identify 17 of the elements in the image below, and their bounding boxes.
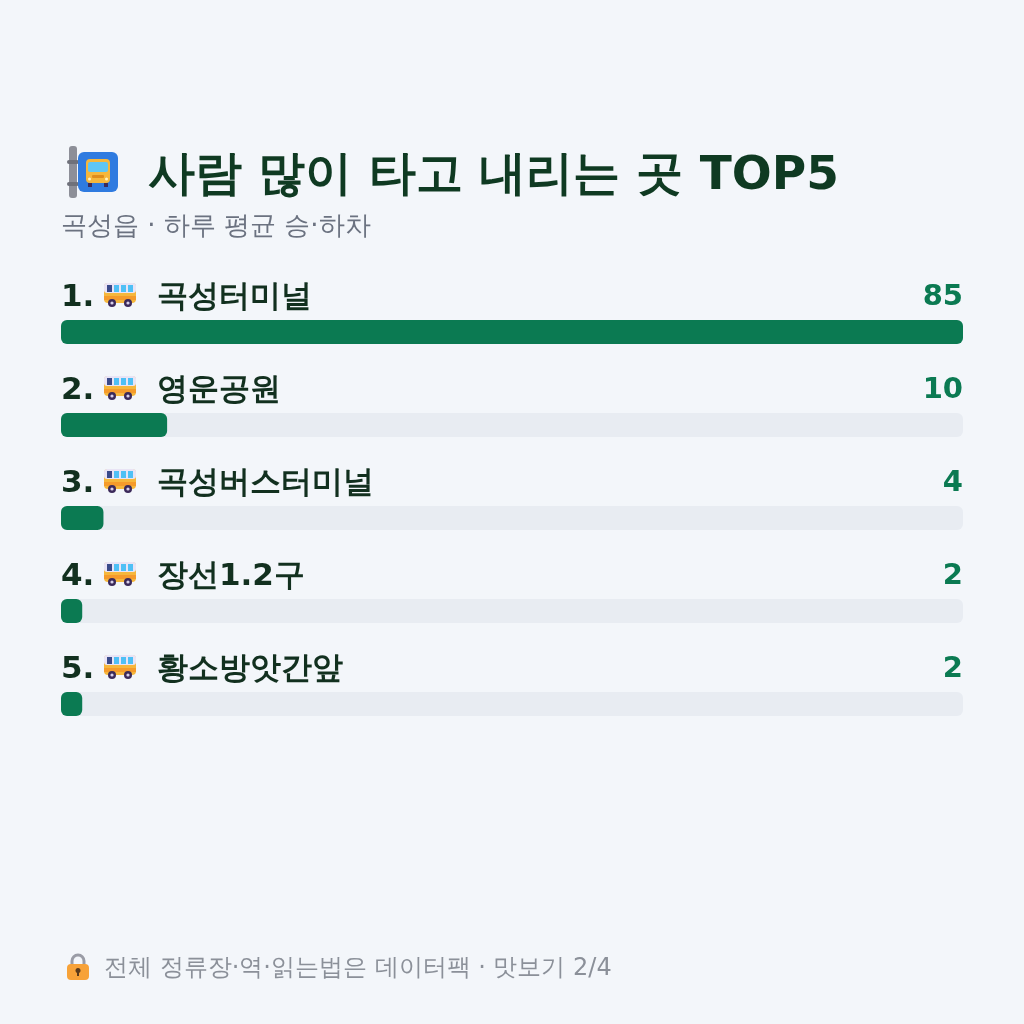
data-label: 2 (942, 557, 963, 592)
category-label: 2. 영운공원 (61, 369, 281, 406)
text: 전체 정류장·역·읽는법은 데이터팩 · 맛보기 2/4 (104, 952, 612, 982)
chart-title: 사람 많이 타고 내리는 곳 TOP5 (148, 145, 839, 201)
bar (61, 506, 104, 530)
category-label: 4. 장선1.2구 (61, 555, 305, 592)
data-label: 4 (942, 464, 963, 499)
category-label: 1. 곡성터미널 (61, 276, 312, 313)
bar (61, 413, 168, 437)
category-label: 5. 황소방앗간앞 (61, 648, 343, 685)
data-label: 10 (922, 371, 963, 406)
data-label: 85 (922, 278, 963, 313)
category-label: 3. 곡성버스터미널 (61, 462, 374, 499)
bar (61, 692, 83, 716)
data-label: 2 (942, 650, 963, 685)
chart-subtitle: 곡성읍 · 하루 평균 승·하차 (61, 209, 371, 242)
bar (61, 599, 83, 623)
